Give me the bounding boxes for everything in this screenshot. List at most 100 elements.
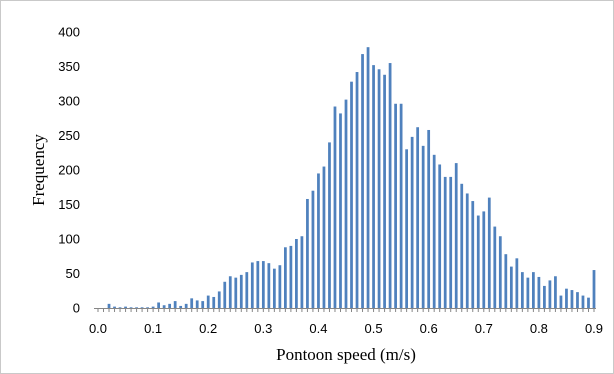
histogram-bar bbox=[261, 261, 265, 308]
histogram-bar bbox=[532, 272, 535, 308]
x-tick-label: 0.8 bbox=[530, 321, 548, 336]
histogram-bar bbox=[383, 74, 386, 308]
histogram-bar bbox=[554, 276, 557, 308]
histogram-bar bbox=[388, 63, 392, 308]
histogram-bar bbox=[498, 236, 502, 308]
histogram-bar bbox=[504, 254, 508, 308]
histogram-bar bbox=[168, 303, 172, 308]
histogram-bar bbox=[272, 268, 276, 308]
histogram-bar bbox=[267, 263, 271, 308]
histogram-bar bbox=[565, 288, 568, 308]
histogram-bar bbox=[317, 173, 320, 308]
histogram-bar bbox=[118, 307, 122, 308]
histogram-bar bbox=[405, 149, 408, 308]
histogram-bar bbox=[201, 301, 205, 308]
histogram-bar bbox=[339, 113, 342, 308]
y-tick-label: 50 bbox=[66, 266, 80, 281]
x-tick-label: 0.4 bbox=[309, 321, 327, 336]
histogram-bar bbox=[322, 166, 326, 308]
histogram-bar bbox=[465, 193, 469, 308]
histogram-bar bbox=[449, 176, 453, 308]
histogram-bar bbox=[344, 99, 348, 309]
y-tick-label: 0 bbox=[73, 301, 80, 316]
histogram-bar bbox=[284, 247, 287, 308]
histogram-bar bbox=[245, 272, 249, 308]
x-tick-label: 0.3 bbox=[254, 321, 272, 336]
histogram-bar bbox=[493, 226, 497, 308]
y-axis-title: Frequency bbox=[29, 134, 48, 206]
histogram-bar bbox=[289, 245, 293, 308]
histogram-bar bbox=[151, 306, 155, 308]
histogram-bar bbox=[537, 276, 541, 308]
y-tick-label: 350 bbox=[58, 59, 80, 74]
histogram-bar bbox=[443, 176, 447, 308]
histogram-bar bbox=[113, 306, 116, 308]
x-tick-label: 0.1 bbox=[144, 321, 162, 336]
histogram-bar bbox=[394, 103, 397, 308]
histogram-bar bbox=[520, 272, 524, 308]
histogram-bar bbox=[421, 145, 425, 308]
histogram-bar bbox=[361, 54, 364, 308]
x-tick-label: 0.6 bbox=[420, 321, 438, 336]
histogram-bar bbox=[548, 280, 552, 308]
x-tick-label: 0.0 bbox=[89, 321, 107, 336]
histogram-bar bbox=[372, 65, 375, 309]
histogram-bar bbox=[311, 190, 315, 308]
histogram-bar bbox=[399, 103, 403, 308]
y-tick-label: 150 bbox=[58, 197, 80, 212]
histogram-bar bbox=[278, 265, 282, 308]
histogram-bar bbox=[482, 211, 486, 308]
histogram-bar bbox=[476, 215, 480, 308]
histogram-bar bbox=[190, 298, 194, 308]
histogram-bar bbox=[195, 300, 199, 308]
histogram-bar bbox=[416, 127, 420, 308]
histogram-bar bbox=[460, 183, 464, 308]
histogram-bar bbox=[140, 307, 144, 308]
y-tick-label: 400 bbox=[58, 25, 80, 40]
histogram-bar bbox=[559, 295, 563, 308]
histogram-bar bbox=[184, 303, 188, 308]
histogram-bar bbox=[592, 270, 596, 308]
histogram-bar bbox=[587, 297, 590, 308]
histogram-bar bbox=[366, 47, 370, 309]
histogram-bar bbox=[124, 306, 127, 308]
bars bbox=[107, 47, 596, 309]
histogram-bar bbox=[234, 277, 238, 308]
histogram-bar bbox=[410, 136, 414, 308]
y-tick-label: 300 bbox=[58, 94, 80, 109]
histogram-bar bbox=[377, 69, 381, 308]
histogram-bar bbox=[355, 72, 359, 309]
histogram-bar bbox=[432, 154, 436, 308]
histogram-bar bbox=[256, 261, 260, 308]
histogram-bar bbox=[217, 291, 221, 308]
histogram-bar bbox=[300, 236, 304, 308]
histogram-bar bbox=[157, 302, 160, 308]
x-tick-label: 0.2 bbox=[199, 321, 217, 336]
histogram-bar bbox=[107, 303, 111, 308]
histogram-bar bbox=[306, 198, 309, 308]
histogram-bar bbox=[173, 301, 177, 308]
histogram-bar bbox=[250, 262, 254, 308]
y-tick-label: 250 bbox=[58, 128, 80, 143]
histogram-bar bbox=[581, 295, 585, 308]
histogram-bar bbox=[350, 81, 353, 309]
histogram-bar bbox=[471, 201, 475, 308]
histogram-bar bbox=[570, 290, 574, 308]
x-axis-ticks: 0.0 0.1 0.2 0.3 0.4 0.5 0.6 0.7 0.8 0.9 bbox=[89, 321, 603, 336]
histogram-bar bbox=[576, 292, 579, 308]
x-tick-label: 0.7 bbox=[475, 321, 493, 336]
histogram-bar bbox=[543, 285, 546, 308]
histogram-bar bbox=[438, 164, 442, 308]
x-tick-label: 0.9 bbox=[585, 321, 603, 336]
histogram-bar bbox=[333, 106, 337, 309]
histogram-bar bbox=[487, 197, 491, 308]
histogram-bar bbox=[328, 142, 331, 308]
histogram-bar bbox=[129, 307, 133, 308]
histogram-bar bbox=[179, 305, 183, 308]
y-tick-label: 200 bbox=[58, 163, 80, 178]
x-axis-minor-ticks bbox=[97, 308, 595, 312]
histogram-bar bbox=[454, 163, 458, 308]
histogram-bar bbox=[239, 274, 243, 308]
x-axis-title: Pontoon speed (m/s) bbox=[276, 345, 416, 364]
